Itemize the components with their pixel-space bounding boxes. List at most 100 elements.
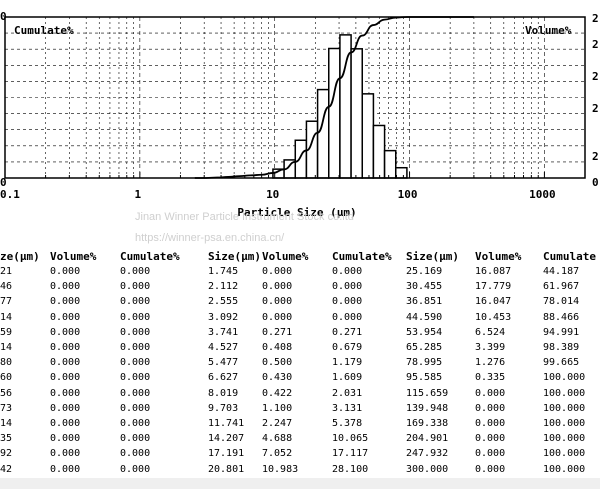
- table-cell: 100.000: [543, 387, 586, 399]
- table-cell: 0.000: [475, 463, 506, 475]
- table-cell: 14: [0, 311, 13, 323]
- volume-bars: [272, 34, 408, 179]
- table-cell: 73: [0, 402, 13, 414]
- volume-bar: [316, 88, 330, 179]
- table-cell: 35: [0, 433, 13, 445]
- table-cell: 0.000: [50, 311, 81, 323]
- right-axis-label: 2: [592, 38, 599, 51]
- x-tick-label: 100: [398, 188, 418, 201]
- table-cell: 30.455: [406, 281, 443, 293]
- table-cell: 0.000: [262, 266, 293, 277]
- table-cell: 0.000: [120, 418, 151, 429]
- table-cell: 0.000: [475, 402, 506, 414]
- table-cell: 0.679: [332, 342, 363, 353]
- header-cell: Volume%: [262, 250, 309, 263]
- volume-bar: [383, 149, 397, 179]
- table-cell: 2.555: [208, 296, 239, 308]
- table-cell: 61.967: [543, 281, 580, 293]
- table-cell: 2.031: [332, 387, 363, 399]
- table-cell: 4.527: [208, 342, 239, 353]
- table-cell: 0.000: [262, 281, 293, 293]
- table-cell: 0.000: [120, 281, 151, 293]
- table-row: 80 0.000 0.000 5.477 0.500 1.179 78.995 1.276 99…: [0, 355, 600, 370]
- header-cell: Cumulate%: [120, 250, 180, 263]
- table-cell: 25.169: [406, 266, 443, 277]
- table-cell: 77: [0, 296, 13, 308]
- header-cell: Volume%: [475, 250, 522, 263]
- table-cell: 4.688: [262, 433, 293, 445]
- volume-bar: [350, 48, 364, 179]
- table-cell: 0.000: [50, 402, 81, 414]
- volume-bar: [372, 124, 386, 179]
- table-cell: 3.131: [332, 402, 363, 414]
- table-cell: 59: [0, 326, 13, 338]
- table-cell: 0.000: [120, 296, 151, 308]
- table-cell: 8.019: [208, 387, 239, 399]
- table-cell: 0.000: [120, 463, 151, 475]
- table-cell: 98.389: [543, 342, 580, 353]
- size-distribution-table: ze(μm) Volume% Cumulate% Size(μm) Volume% Cum…: [0, 246, 600, 489]
- table-cell: 10.453: [475, 311, 512, 323]
- table-cell: 17.191: [208, 448, 245, 460]
- table-cell: 95.585: [406, 372, 443, 384]
- table-cell: 0.000: [120, 387, 151, 399]
- volume-bar: [394, 166, 408, 179]
- right-axis-label: 0: [592, 176, 599, 189]
- header-cell: Size(μm): [406, 250, 459, 263]
- table-cell: 78.995: [406, 357, 443, 369]
- table-cell: 88.466: [543, 311, 580, 323]
- table-cell: 0.000: [50, 463, 81, 475]
- volume-bar: [361, 93, 375, 179]
- right-axis-labels: 2 2 2 2 2 0: [592, 12, 599, 189]
- table-cell: 100.000: [543, 372, 586, 384]
- table-cell: 0.271: [332, 326, 363, 338]
- table-row: 73 0.000 0.000 9.703 1.100 3.131 139.948 0.000 1…: [0, 401, 600, 416]
- table-cell: 100.000: [543, 463, 586, 475]
- table-cell: 44.187: [543, 266, 580, 277]
- table-cell: 1.179: [332, 357, 363, 369]
- table-cell: 0.422: [262, 387, 293, 399]
- table-row: 60 0.000 0.000 6.627 0.430 1.609 95.585 0.335 10…: [0, 370, 600, 385]
- table-header: ze(μm) Volume% Cumulate% Size(μm) Volume% Cum…: [0, 249, 600, 264]
- table-cell: 0.000: [120, 448, 151, 460]
- table-cell: 115.659: [406, 387, 449, 399]
- table-cell: 0.000: [50, 342, 81, 353]
- table-cell: 5.378: [332, 418, 363, 429]
- table-cell: 6.627: [208, 372, 239, 384]
- table-cell: 21: [0, 266, 13, 277]
- table-cell: 0.000: [332, 296, 363, 308]
- table-cell: 0.000: [120, 326, 151, 338]
- table-cell: 11.741: [208, 418, 245, 429]
- table-cell: 0.000: [120, 311, 151, 323]
- header-cell: Volume%: [50, 250, 97, 263]
- table-cell: 42: [0, 463, 13, 475]
- table-cell: 0.000: [120, 357, 151, 369]
- table-cell: 100.000: [543, 433, 586, 445]
- table-cell: 0.000: [50, 281, 81, 293]
- table-cell: 0.000: [475, 448, 506, 460]
- table-cell: 0.000: [120, 342, 151, 353]
- table-cell: 0.000: [120, 266, 151, 277]
- table-cell: 169.338: [406, 418, 449, 429]
- table-row: 59 0.000 0.000 3.741 0.271 0.271 53.954 6.524 94…: [0, 325, 600, 340]
- table-cell: 94.991: [543, 326, 580, 338]
- table-row: 92 0.000 0.000 17.191 7.052 17.117 247.932 0.00…: [0, 446, 600, 461]
- table-cell: 78.014: [543, 296, 580, 308]
- table-cell: 0.000: [332, 311, 363, 323]
- table-cell: 2.112: [208, 281, 239, 293]
- table-cell: 0.000: [120, 402, 151, 414]
- table-cell: 20.801: [208, 463, 245, 475]
- table-row: 56 0.000 0.000 8.019 0.422 2.031 115.659 0.000 1…: [0, 386, 600, 401]
- table-cell: 0.000: [262, 296, 293, 308]
- table-row: 21 0.000 0.000 1.745 0.000 0.000 25.169 16.087 4…: [0, 264, 600, 279]
- left-axis-top-label: 0: [0, 10, 7, 23]
- table-cell: 46: [0, 281, 13, 293]
- table-cell: 0.000: [50, 372, 81, 384]
- table-cell: 3.399: [475, 342, 506, 353]
- table-cell: 247.932: [406, 448, 449, 460]
- x-tick-labels: 0.1 1 10 100 1000: [0, 188, 556, 201]
- particle-size-chart: 0.1 1 10 100 1000 Cumulate% Volume% 0 0 2222…: [0, 10, 599, 219]
- table-cell: 17.117: [332, 448, 369, 460]
- table-cell: 0.271: [262, 326, 293, 338]
- table-cell: 139.948: [406, 402, 449, 414]
